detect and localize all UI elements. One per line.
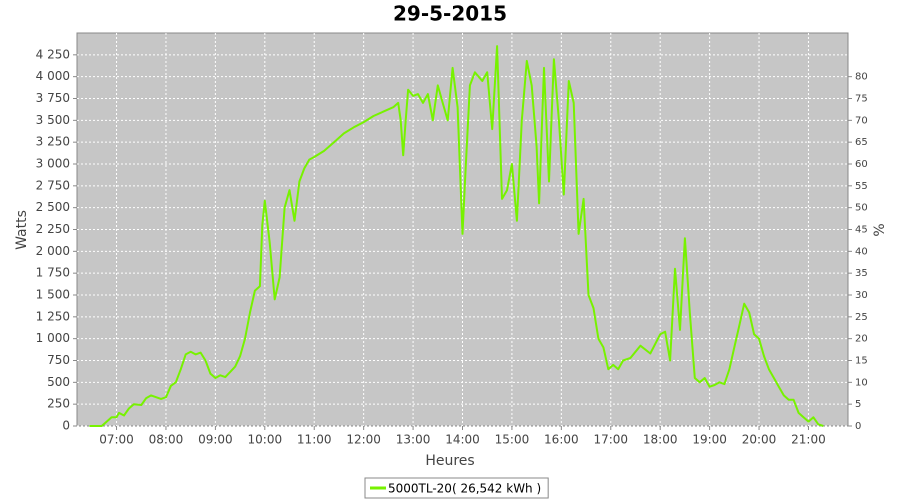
y2-tick-label: 0 <box>855 421 861 432</box>
y-tick-label: 3 500 <box>36 113 70 127</box>
y2-tick-label: 60 <box>855 159 868 170</box>
y-tick-label: 750 <box>47 353 70 367</box>
y2-tick-label: 5 <box>855 399 861 410</box>
x-tick-label: 19:00 <box>692 433 727 447</box>
x-tick-label: 14:00 <box>445 433 480 447</box>
legend-label: 5000TL-20( 26,542 kWh ) <box>388 482 541 496</box>
y-tick-label: 0 <box>62 419 70 433</box>
y-tick-label: 2 250 <box>36 222 70 236</box>
y2-tick-label: 75 <box>855 94 868 105</box>
y-tick-label: 3 250 <box>36 135 70 149</box>
y-tick-label: 250 <box>47 397 70 411</box>
x-tick-label: 17:00 <box>593 433 628 447</box>
x-tick-label: 15:00 <box>495 433 530 447</box>
y-tick-label: 3 000 <box>36 157 70 171</box>
x-tick-label: 07:00 <box>99 433 134 447</box>
x-tick-label: 11:00 <box>297 433 332 447</box>
data-line <box>89 45 824 427</box>
x-tick-label: 08:00 <box>149 433 184 447</box>
y2-tick-label: 40 <box>855 246 868 257</box>
y2-tick-label: 20 <box>855 334 868 345</box>
y-tick-label: 1 750 <box>36 266 70 280</box>
y2-axis-label: % <box>872 223 888 236</box>
legend-box <box>364 477 549 499</box>
x-tick-label: 12:00 <box>346 433 381 447</box>
y-tick-label: 3 750 <box>36 91 70 105</box>
y2-tick-label: 65 <box>855 137 868 148</box>
y-tick-label: 1 000 <box>36 331 70 345</box>
y-tick-label: 1 250 <box>36 309 70 323</box>
y2-tick-label: 30 <box>855 290 868 301</box>
y-tick-label: 2 750 <box>36 178 70 192</box>
x-tick-label: 10:00 <box>248 433 283 447</box>
y-tick-label: 4 000 <box>36 69 70 83</box>
x-tick-label: 16:00 <box>544 433 579 447</box>
y2-tick-label: 45 <box>855 225 868 236</box>
chart-title: 29-5-2015 <box>393 2 507 26</box>
y-tick-label: 500 <box>47 375 70 389</box>
y-tick-label: 1 500 <box>36 288 70 302</box>
x-tick-label: 13:00 <box>396 433 431 447</box>
y2-tick-label: 80 <box>855 72 868 83</box>
y2-tick-label: 50 <box>855 203 868 214</box>
y2-tick-label: 70 <box>855 115 868 126</box>
y2-tick-label: 15 <box>855 356 868 367</box>
x-axis-label: Heures <box>425 453 474 469</box>
y2-tick-label: 10 <box>855 377 868 388</box>
y2-tick-label: 55 <box>855 181 868 192</box>
x-tick-label: 09:00 <box>198 433 233 447</box>
y-tick-label: 2 000 <box>36 244 70 258</box>
y-axis-label: Watts <box>14 210 30 250</box>
y2-tick-label: 25 <box>855 312 868 323</box>
x-tick-label: 20:00 <box>742 433 777 447</box>
x-tick-label: 18:00 <box>643 433 678 447</box>
y-tick-label: 4 250 <box>36 47 70 61</box>
x-tick-label: 21:00 <box>791 433 826 447</box>
legend: 5000TL-20( 26,542 kWh ) <box>364 477 549 499</box>
y2-tick-label: 35 <box>855 268 868 279</box>
y-tick-label: 2 500 <box>36 200 70 214</box>
